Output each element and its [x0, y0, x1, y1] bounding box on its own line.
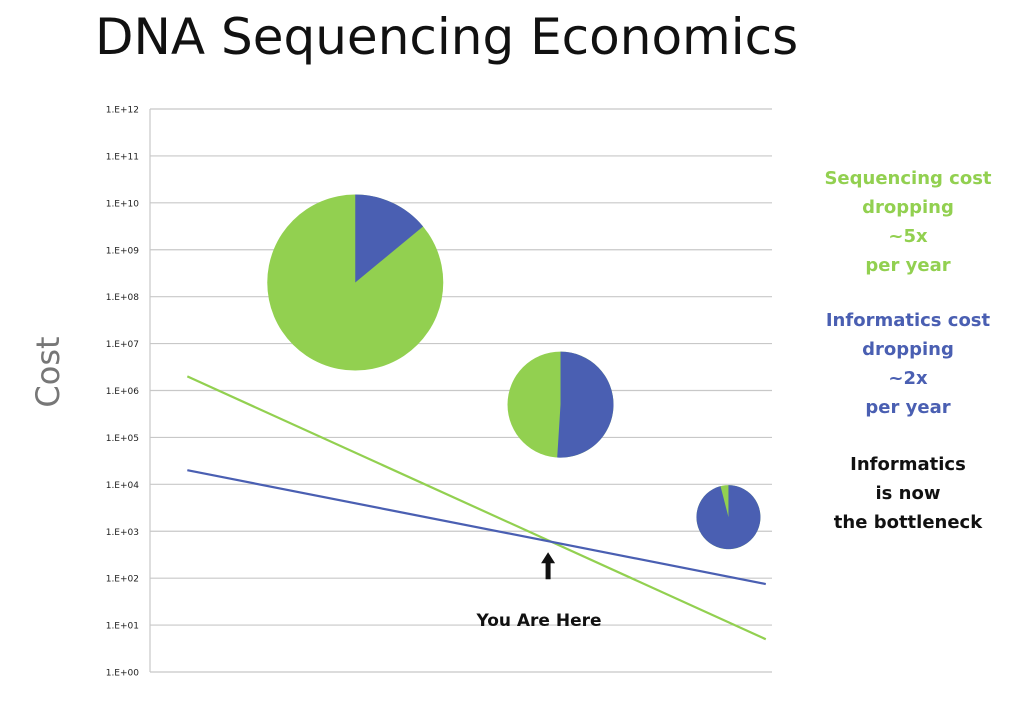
series-line-sequencing: [186, 375, 767, 641]
up-arrow-icon: [541, 552, 556, 580]
bottleneck-note-line: Informatics: [850, 454, 966, 475]
sequencing-note: Sequencing cost dropping ~5x per year: [808, 164, 1008, 280]
sequencing-note-line: per year: [865, 255, 951, 276]
informatics-note-line: dropping: [862, 339, 954, 360]
series-line-informatics: [187, 469, 766, 586]
pie-informatics-slice: [557, 351, 614, 458]
y-tick-label: 1.E+01: [106, 622, 139, 632]
informatics-note-line: per year: [865, 397, 951, 418]
informatics-note-line: ~2x: [888, 368, 928, 389]
y-tick-label: 1.E+09: [106, 246, 140, 256]
bottleneck-note-line: is now: [875, 483, 941, 504]
y-tick-label: 1.E+05: [106, 434, 139, 444]
y-tick-label: 1.E+03: [106, 528, 139, 538]
chart-title: DNA Sequencing Economics: [95, 8, 799, 66]
y-tick-label: 1.E+04: [106, 481, 140, 491]
y-tick-label: 1.E+00: [106, 669, 140, 679]
y-tick-label: 1.E+08: [106, 293, 140, 303]
pie-informatics-slice: [355, 194, 424, 283]
sequencing-note-line: ~5x: [888, 226, 928, 247]
y-tick-label: 1.E+11: [106, 152, 139, 162]
y-tick-label: 1.E+12: [106, 106, 139, 116]
informatics-note: Informatics cost dropping ~2x per year: [808, 306, 1008, 422]
y-tick-label: 1.E+10: [106, 199, 140, 209]
sequencing-note-line: Sequencing cost: [824, 168, 992, 189]
informatics-note-line: Informatics cost: [825, 310, 991, 331]
sequencing-note-line: dropping: [862, 197, 954, 218]
pie-informatics-slice: [696, 485, 761, 550]
you-are-here-label: You Are Here: [476, 611, 602, 631]
bottleneck-note-line: the bottleneck: [833, 512, 983, 533]
bottleneck-note: Informatics is now the bottleneck: [808, 450, 1008, 537]
y-tick-label: 1.E+07: [106, 340, 139, 350]
y-tick-label: 1.E+06: [106, 387, 140, 397]
y-tick-label: 1.E+02: [106, 575, 139, 585]
